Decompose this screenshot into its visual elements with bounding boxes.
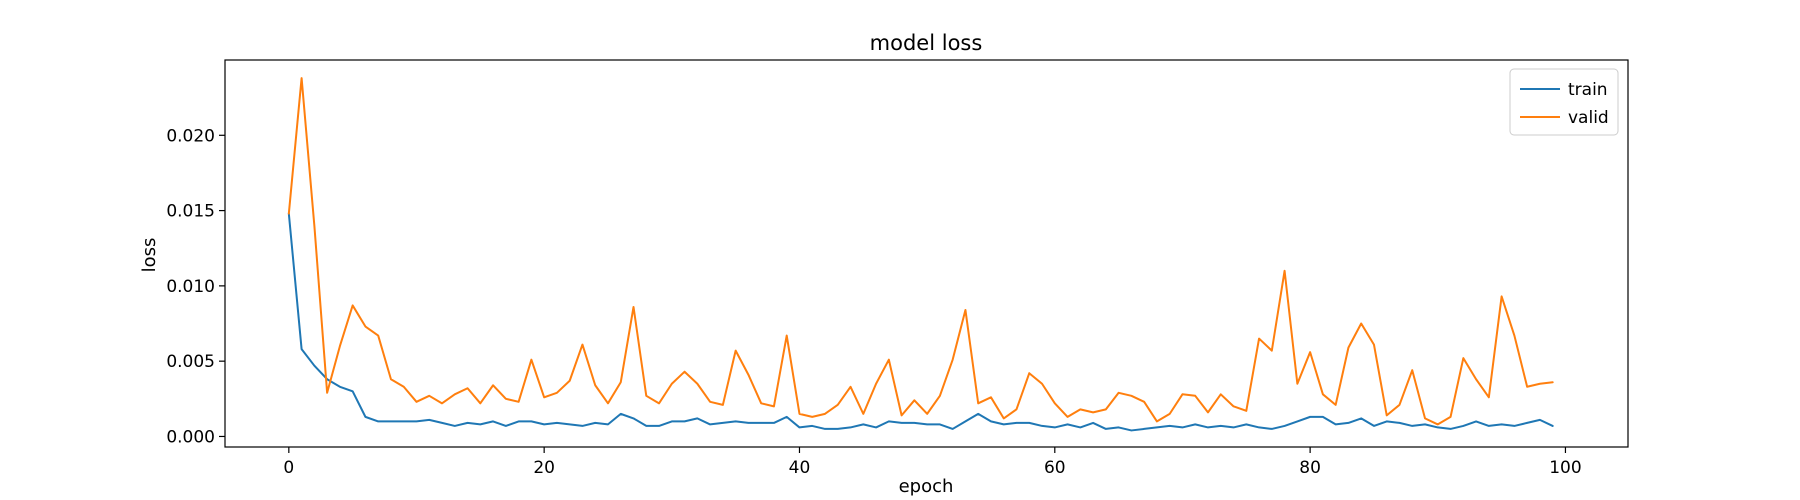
legend-box [1509, 68, 1619, 136]
x-tick-label: 20 [533, 458, 555, 478]
x-tick-label: 0 [283, 458, 294, 478]
y-tick-label: 0.015 [166, 202, 215, 222]
x-tick-label: 80 [1299, 458, 1321, 478]
y-axis-label: loss [139, 238, 160, 273]
y-tick-label: 0.000 [166, 427, 215, 447]
legend-label-train: train [1568, 80, 1608, 100]
series-line-valid [287, 77, 1554, 426]
series-line-train [287, 212, 1554, 432]
y-tick-label: 0.020 [166, 126, 215, 146]
legend-label-valid: valid [1568, 108, 1609, 128]
x-axis-label: epoch [899, 476, 954, 497]
y-tick-label: 0.005 [166, 352, 215, 372]
chart-title: model loss [870, 31, 983, 55]
y-tick-label: 0.010 [166, 277, 215, 297]
plot-frame [224, 59, 1629, 448]
x-tick-label: 60 [1044, 458, 1066, 478]
x-tick-label: 100 [1549, 458, 1581, 478]
plot-area: 0 20 40 60 80 100 0.000 0.005 0.010 0.015 0.020 [166, 59, 1629, 478]
x-tick-label: 40 [789, 458, 811, 478]
legend: train valid [1509, 68, 1619, 136]
